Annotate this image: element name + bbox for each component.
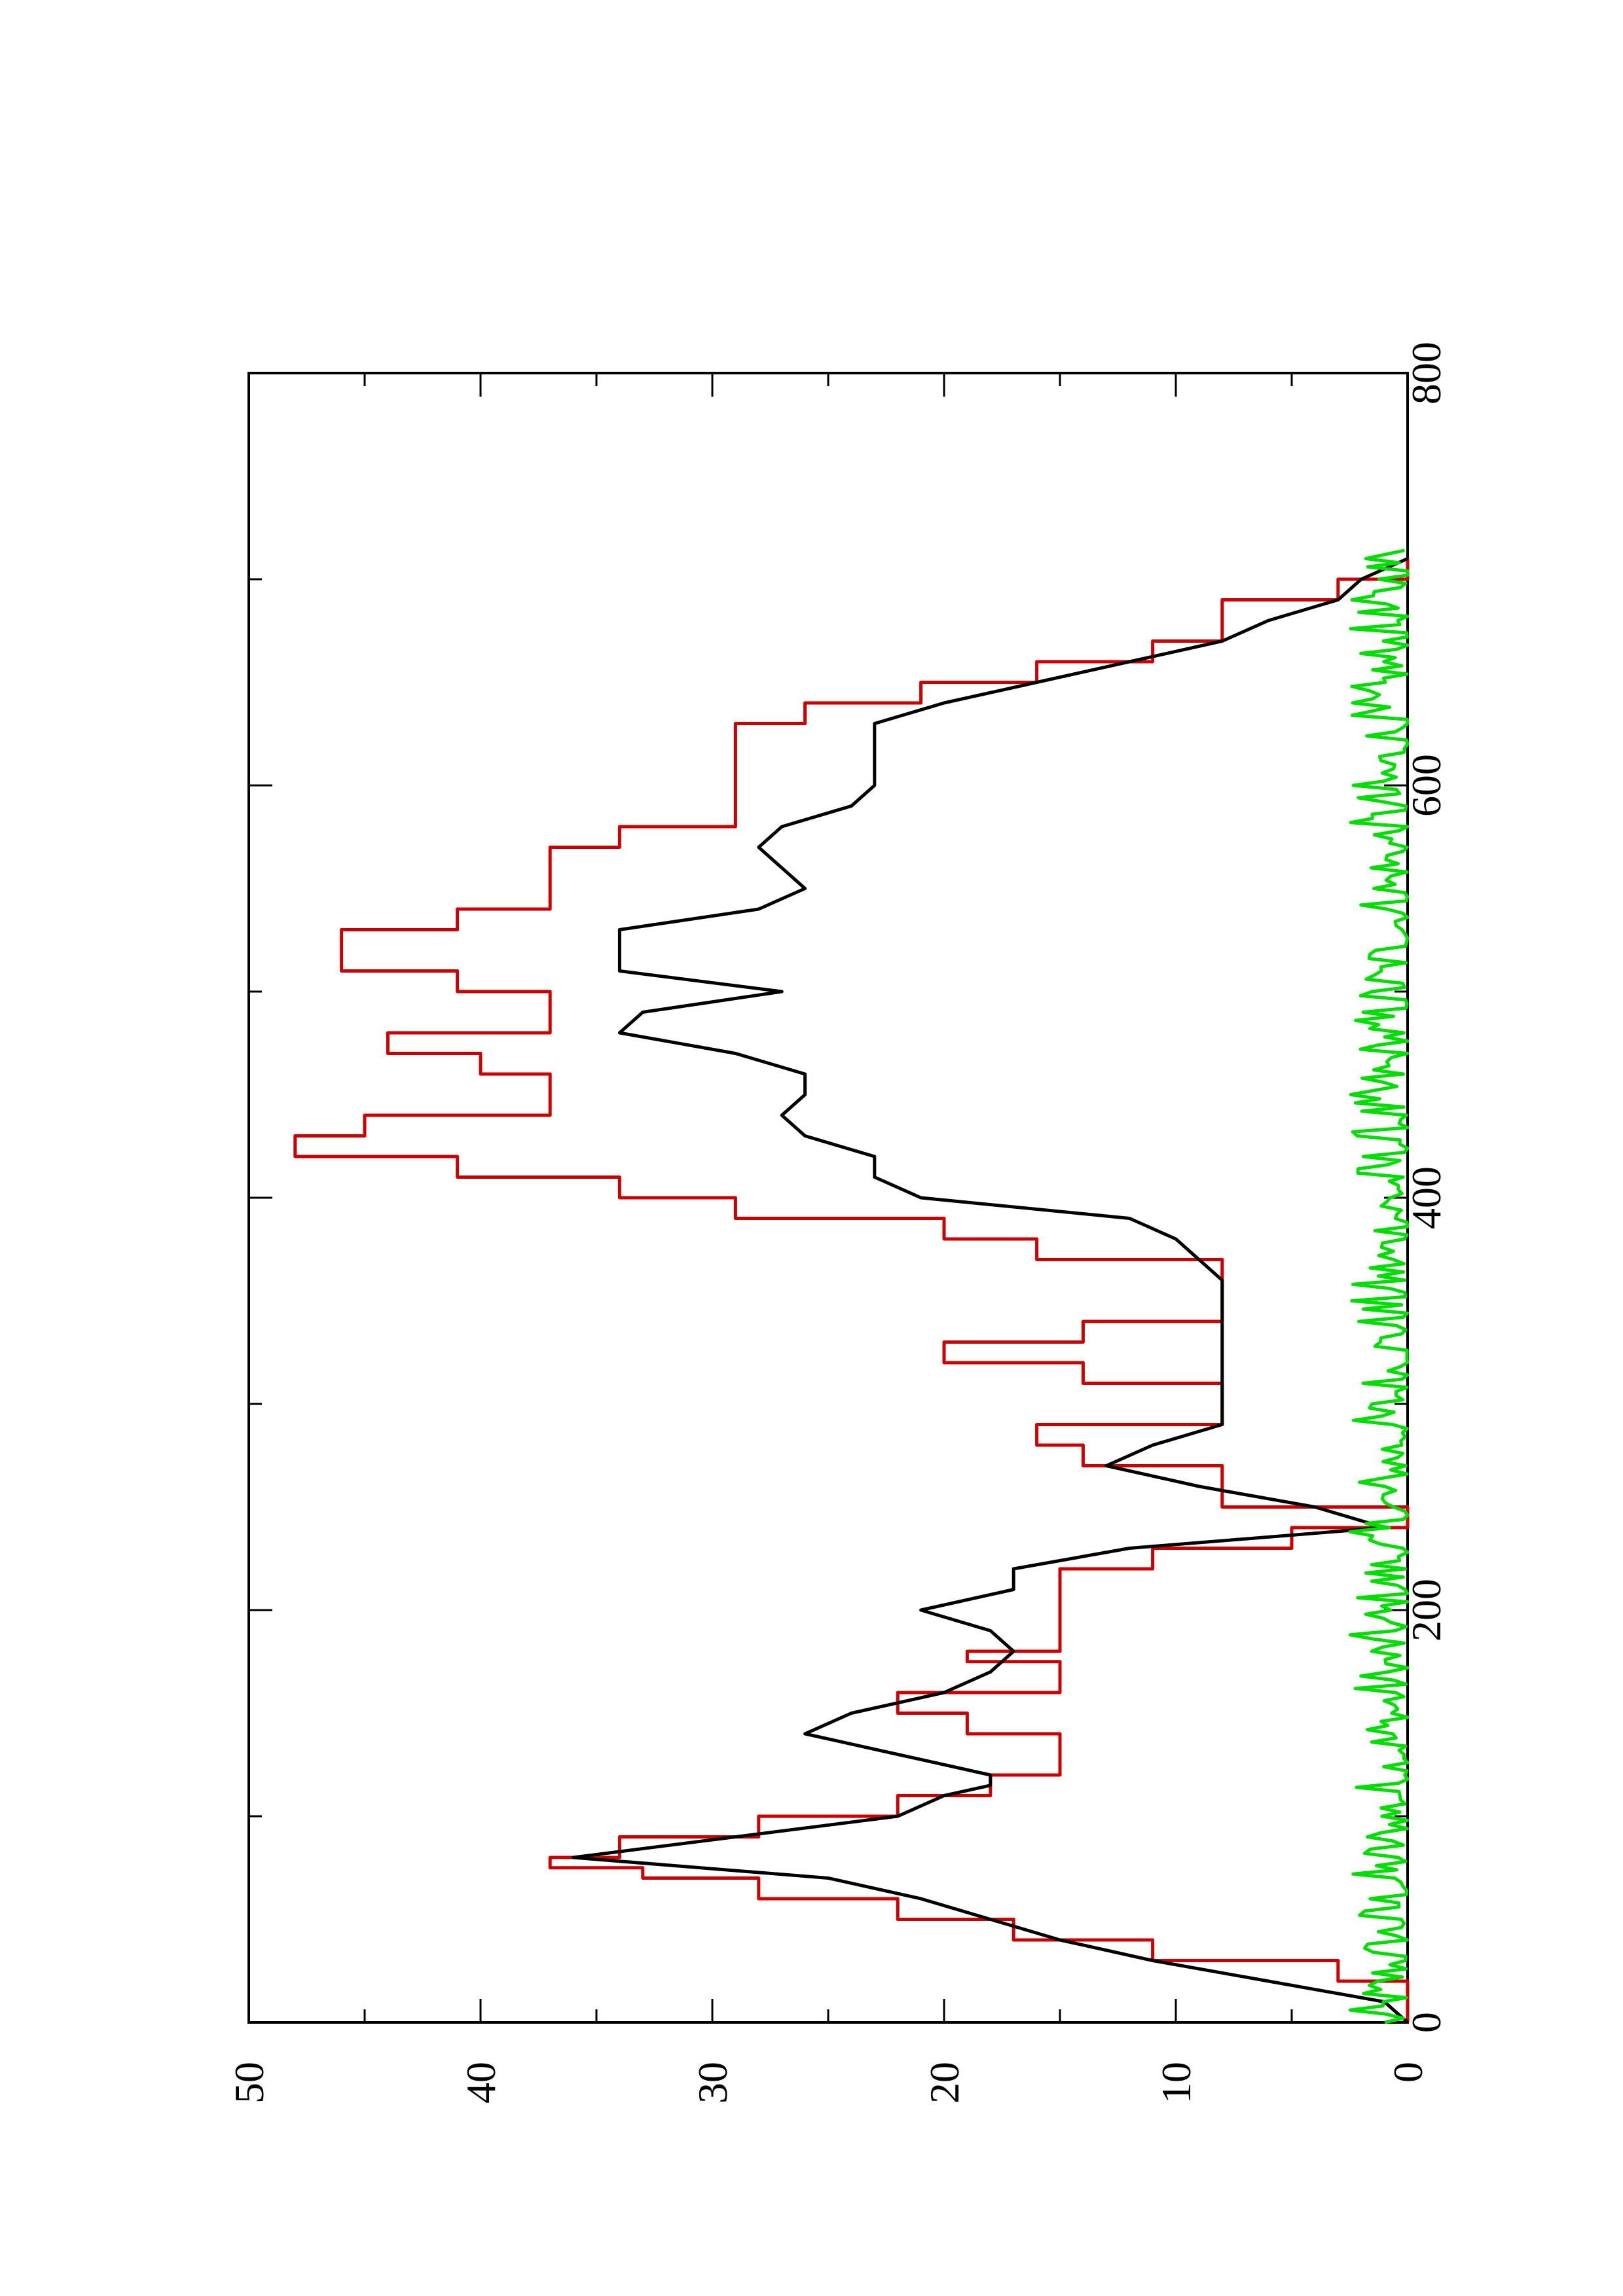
y-tick-label: 30: [689, 2062, 736, 2104]
plot-frame: [247, 372, 1409, 2024]
y-tick-label: 0: [1385, 2062, 1431, 2083]
x-tick-label: 800: [1403, 342, 1450, 404]
series-line-1: [572, 557, 1409, 2024]
x-tick-label: 0: [1403, 2012, 1450, 2033]
series-line-0: [293, 558, 1410, 2022]
y-tick-label: 20: [921, 2062, 968, 2104]
x-tick-label: 600: [1403, 754, 1450, 817]
y-tick-label: 10: [1153, 2062, 1199, 2104]
plot-area: 0 200 400 600 800 0 10 20 30 40 50: [226, 342, 1450, 2104]
y-tick-label: 40: [458, 2062, 504, 2104]
series-line-2: [1348, 548, 1410, 2024]
x-tick-label: 400: [1403, 1166, 1450, 1229]
y-tick-label: 50: [226, 2062, 272, 2104]
x-tick-label: 200: [1403, 1579, 1450, 1641]
